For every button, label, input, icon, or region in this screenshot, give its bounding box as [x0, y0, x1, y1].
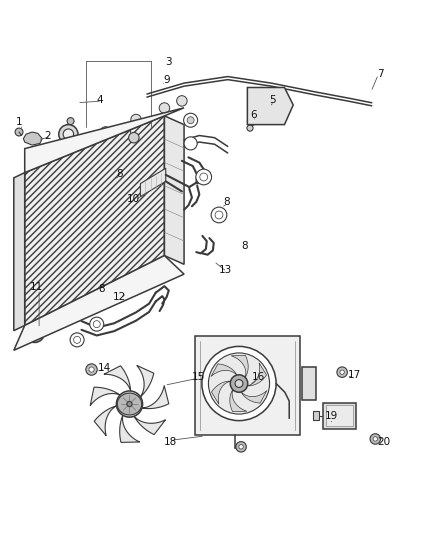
Polygon shape: [142, 386, 169, 409]
Circle shape: [90, 317, 104, 331]
Circle shape: [100, 127, 111, 137]
Circle shape: [211, 207, 227, 223]
Circle shape: [131, 114, 141, 125]
Circle shape: [25, 323, 44, 343]
Circle shape: [177, 96, 187, 106]
Circle shape: [117, 391, 143, 417]
Circle shape: [59, 125, 78, 144]
Polygon shape: [137, 366, 154, 397]
Circle shape: [159, 103, 170, 113]
Text: 14: 14: [98, 363, 111, 373]
Polygon shape: [94, 406, 117, 435]
Circle shape: [15, 128, 23, 136]
Circle shape: [247, 125, 253, 131]
Text: 8: 8: [223, 197, 230, 207]
Polygon shape: [231, 356, 248, 378]
Circle shape: [337, 367, 347, 377]
Bar: [325, 405, 353, 426]
Polygon shape: [302, 367, 316, 400]
Polygon shape: [211, 364, 237, 376]
Bar: [195, 336, 300, 434]
Polygon shape: [134, 416, 166, 434]
Circle shape: [230, 375, 248, 392]
Text: 4: 4: [97, 95, 103, 104]
Circle shape: [236, 441, 246, 452]
Circle shape: [202, 346, 276, 421]
Polygon shape: [120, 415, 140, 442]
Polygon shape: [14, 256, 184, 350]
Text: 3: 3: [166, 57, 172, 67]
Circle shape: [370, 434, 381, 444]
Text: 8: 8: [116, 169, 123, 179]
Polygon shape: [90, 387, 120, 406]
Text: 9: 9: [163, 75, 170, 85]
Text: 2: 2: [45, 131, 51, 141]
Polygon shape: [212, 381, 232, 404]
Text: 6: 6: [251, 110, 257, 119]
Circle shape: [67, 118, 74, 125]
Polygon shape: [141, 168, 166, 197]
Text: 19: 19: [325, 411, 338, 421]
Text: 18: 18: [163, 437, 177, 447]
Bar: [313, 411, 318, 420]
Circle shape: [239, 445, 243, 449]
Text: 1: 1: [16, 117, 22, 127]
Circle shape: [237, 442, 245, 451]
Circle shape: [196, 169, 212, 185]
Polygon shape: [247, 87, 293, 125]
Bar: [323, 403, 356, 429]
Circle shape: [89, 367, 94, 372]
Circle shape: [235, 379, 243, 387]
Circle shape: [86, 364, 97, 375]
Circle shape: [184, 137, 197, 150]
Polygon shape: [23, 132, 42, 145]
Circle shape: [70, 333, 84, 347]
Polygon shape: [25, 108, 184, 173]
Circle shape: [129, 133, 139, 143]
Text: 12: 12: [113, 292, 126, 302]
Text: 5: 5: [269, 95, 276, 104]
Text: 20: 20: [378, 437, 391, 447]
Text: 13: 13: [219, 265, 232, 275]
Circle shape: [127, 401, 132, 407]
Polygon shape: [104, 366, 131, 391]
Polygon shape: [25, 116, 164, 326]
Text: 11: 11: [30, 282, 43, 293]
Text: 16: 16: [252, 372, 265, 382]
Circle shape: [187, 117, 194, 124]
Polygon shape: [164, 116, 184, 264]
Circle shape: [373, 437, 378, 441]
Text: 8: 8: [241, 240, 247, 251]
Circle shape: [30, 328, 39, 337]
Text: 17: 17: [348, 370, 361, 380]
Text: 15: 15: [191, 372, 205, 382]
Polygon shape: [117, 393, 142, 415]
Circle shape: [63, 129, 74, 140]
Circle shape: [184, 113, 198, 127]
Polygon shape: [241, 391, 267, 403]
Circle shape: [28, 135, 36, 143]
Text: 7: 7: [377, 69, 384, 78]
Circle shape: [208, 353, 269, 414]
Text: 8: 8: [98, 284, 104, 294]
Polygon shape: [247, 363, 267, 386]
Polygon shape: [230, 389, 247, 411]
Circle shape: [340, 370, 344, 374]
Circle shape: [247, 117, 256, 125]
Polygon shape: [14, 173, 25, 330]
Text: 10: 10: [127, 194, 141, 204]
